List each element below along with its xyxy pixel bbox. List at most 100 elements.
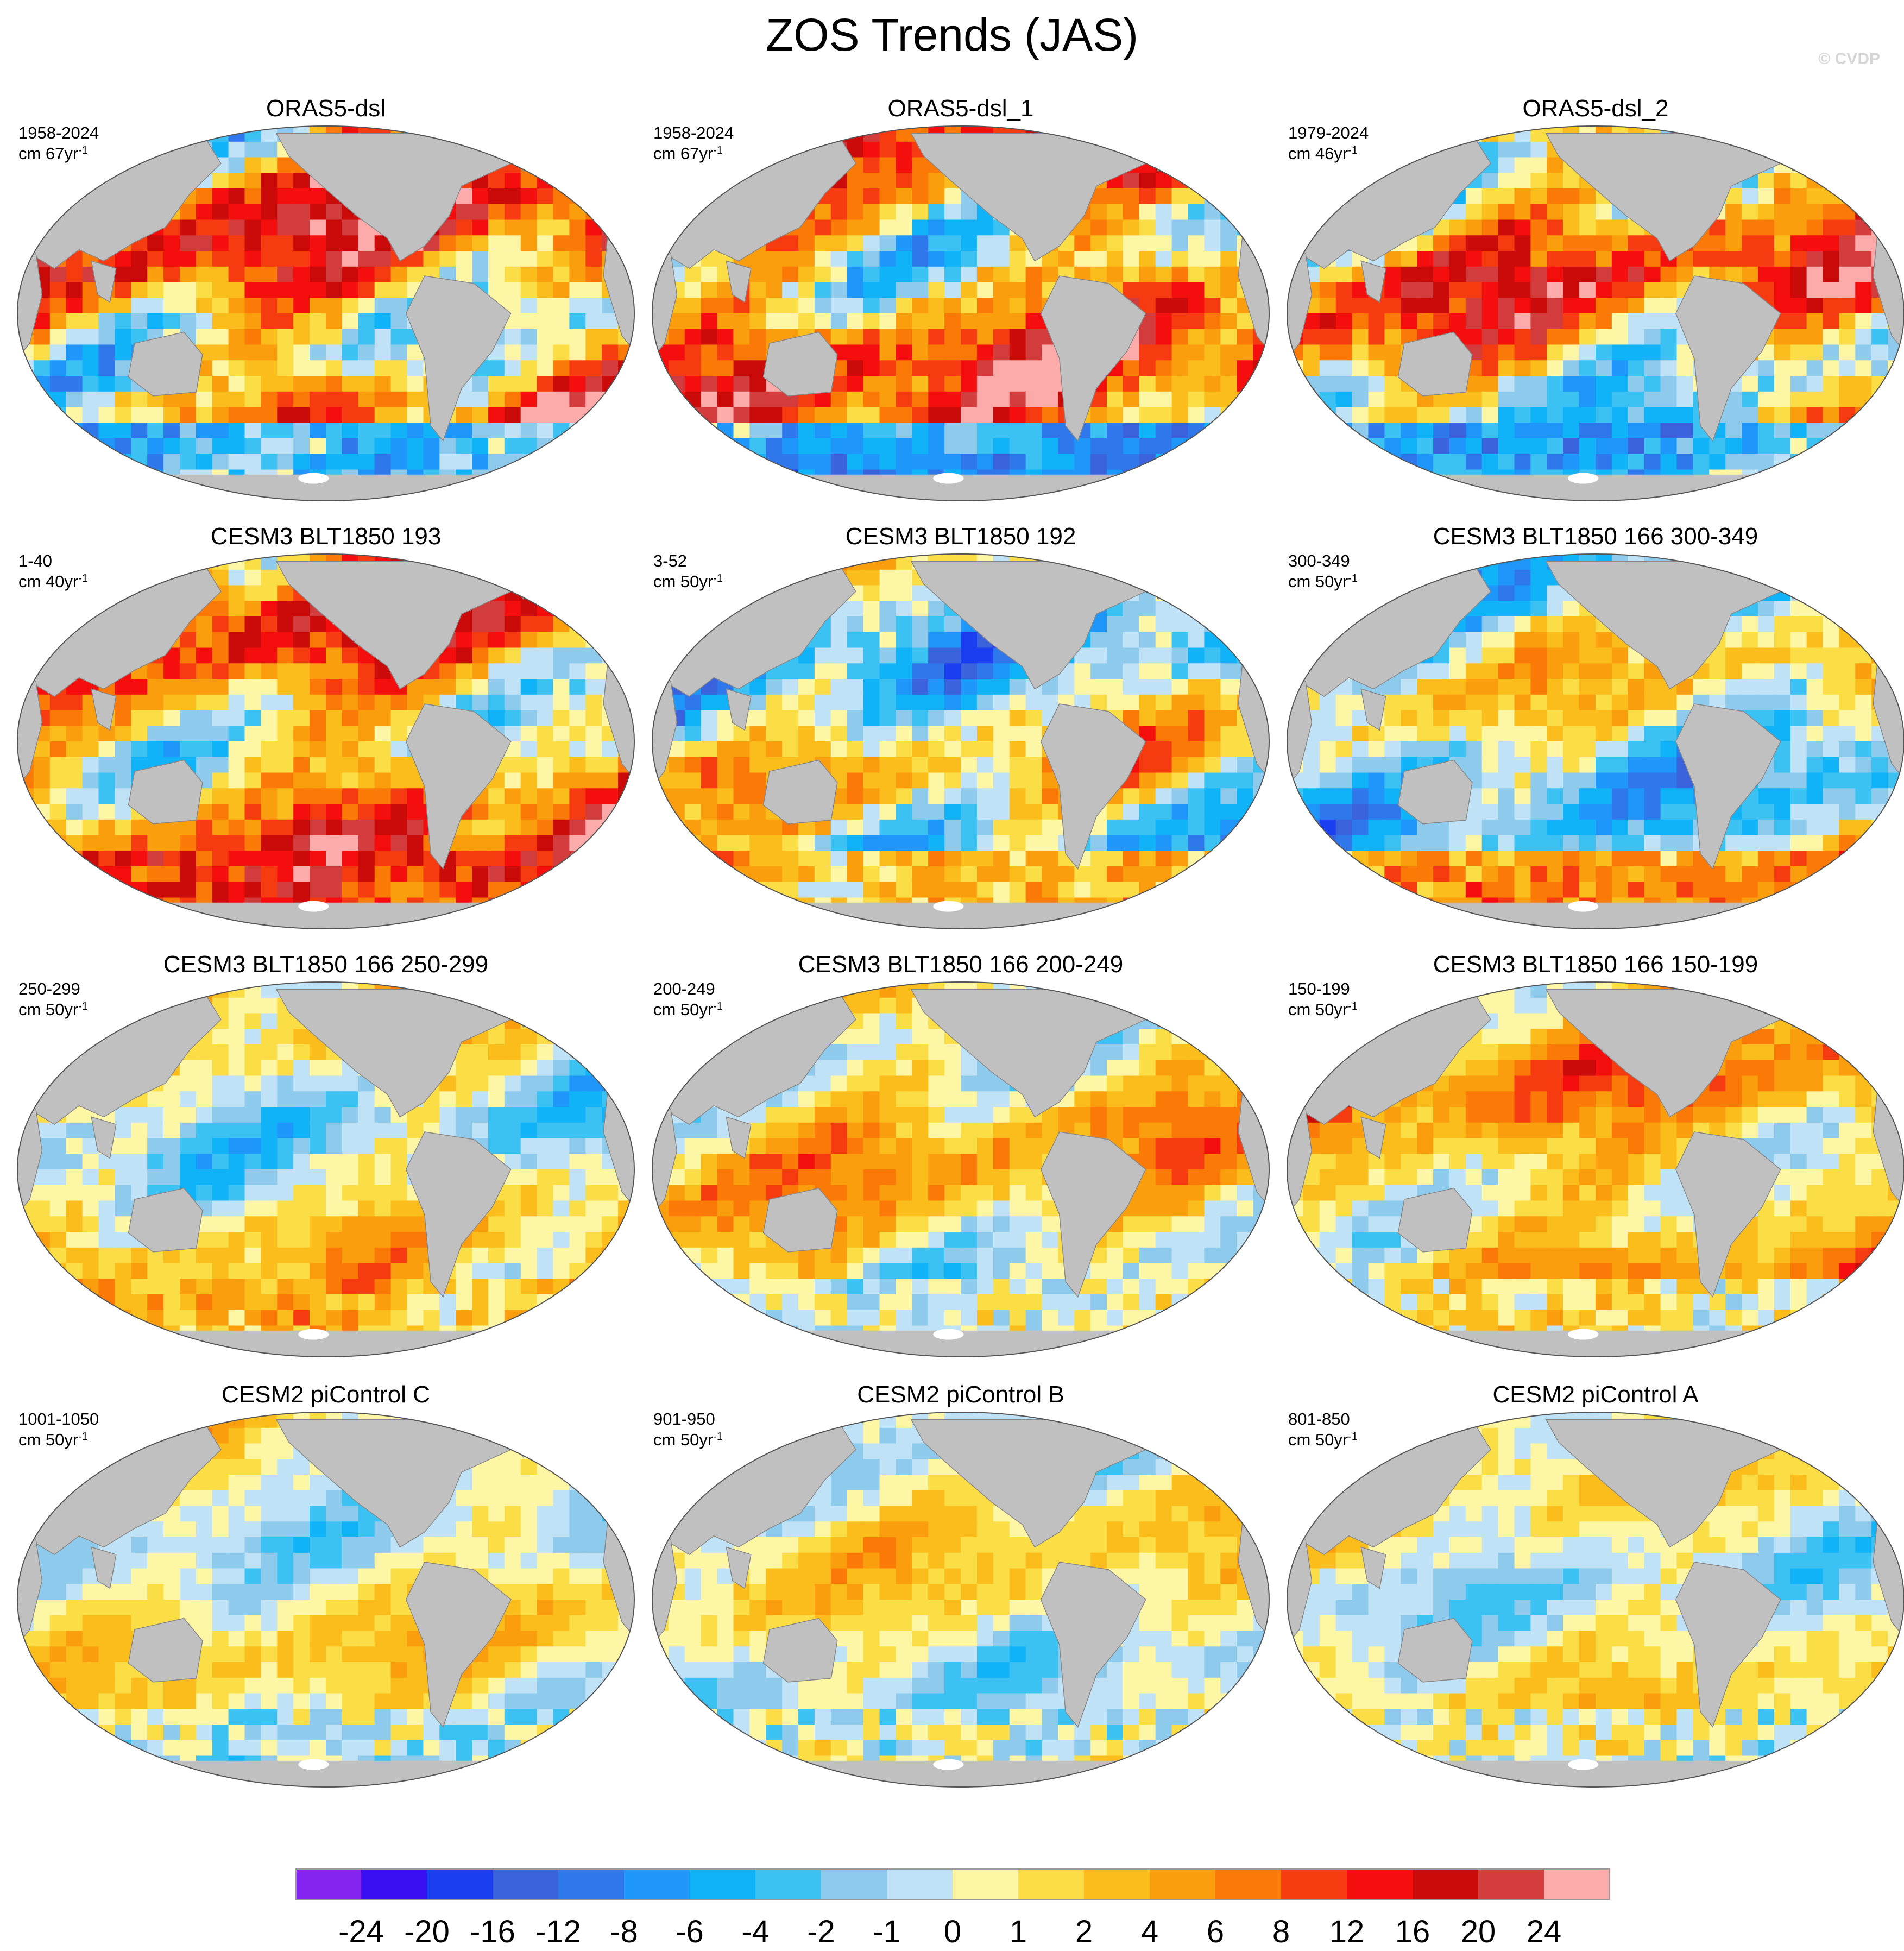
panel-title: CESM2 piControl C (9, 1380, 643, 1410)
units-exponent: -1 (713, 144, 723, 156)
world-map (1278, 521, 1904, 945)
panel-title: CESM3 BLT1850 192 (644, 521, 1278, 552)
colorbar-tick-label: 0 (915, 1913, 991, 1951)
units-text: cm 50yr (653, 572, 713, 591)
panel-title: ORAS5-dsl_2 (1278, 93, 1904, 124)
colorbar-swatch (558, 1868, 625, 1900)
units-exponent: -1 (1348, 572, 1358, 584)
units-label: cm 50yr-1 (1288, 999, 1358, 1020)
period-label: 150-199 (1288, 979, 1358, 999)
panel-title: CESM3 BLT1850 166 300-349 (1278, 521, 1904, 552)
units-exponent: -1 (713, 1000, 723, 1012)
ice-shelf (1568, 901, 1598, 912)
colorbar-tick-label: 2 (1046, 1913, 1122, 1951)
colorbar-tick-label: -20 (389, 1913, 465, 1951)
world-map (1278, 93, 1904, 517)
colorbar-tick-label: 16 (1375, 1913, 1451, 1951)
colorbar-tick-label: 24 (1506, 1913, 1582, 1951)
panel-title: CESM3 BLT1850 166 150-199 (1278, 949, 1904, 980)
units-label: cm 50yr-1 (1288, 571, 1358, 592)
cvdp-watermark: © CVDP (1818, 50, 1880, 68)
world-map (9, 949, 643, 1373)
ice-shelf (1568, 1759, 1598, 1770)
units-exponent: -1 (713, 1431, 723, 1443)
world-map (1278, 949, 1904, 1373)
colorbar-tick-label: 4 (1112, 1913, 1188, 1951)
period-label: 1001-1050 (18, 1409, 99, 1430)
colorbar-swatch (755, 1868, 822, 1900)
world-map (644, 1380, 1278, 1803)
colorbar-tick-label: -6 (652, 1913, 728, 1951)
units-exponent: -1 (713, 572, 723, 584)
colorbar-tick-label: -8 (586, 1913, 662, 1951)
units-text: cm 50yr (1288, 572, 1348, 591)
period-label: 1-40 (18, 551, 88, 571)
colorbar-swatch (953, 1868, 1019, 1900)
world-map (644, 949, 1278, 1373)
colorbar-swatch (361, 1868, 427, 1900)
world-map (9, 521, 643, 945)
panel-title: ORAS5-dsl_1 (644, 93, 1278, 124)
period-label: 1958-2024 (653, 123, 734, 143)
colorbar (295, 1868, 1610, 1901)
colorbar-swatch (887, 1868, 953, 1900)
ice-shelf (298, 1759, 329, 1770)
units-text: cm 67yr (18, 144, 78, 163)
colorbar-swatch (821, 1868, 887, 1900)
panel-title: CESM3 BLT1850 166 200-249 (644, 949, 1278, 980)
colorbar-swatch (624, 1868, 690, 1900)
period-label: 3-52 (653, 551, 723, 571)
ice-shelf (933, 473, 963, 484)
units-label: cm 67yr-1 (653, 143, 734, 164)
colorbar-tick-label: 6 (1177, 1913, 1253, 1951)
units-exponent: -1 (1348, 1000, 1358, 1012)
period-label: 901-950 (653, 1409, 723, 1430)
colorbar-swatch (427, 1868, 493, 1900)
units-exponent: -1 (1348, 144, 1358, 156)
colorbar-tick-label: -12 (520, 1913, 596, 1951)
world-map (1278, 1380, 1904, 1803)
units-text: cm 50yr (653, 1000, 713, 1019)
colorbar-swatch (295, 1868, 362, 1900)
ice-shelf (933, 1759, 963, 1770)
units-label: cm 40yr-1 (18, 571, 88, 592)
colorbar-swatch (1347, 1868, 1413, 1900)
ice-shelf (1568, 473, 1598, 484)
colorbar-swatch (1084, 1868, 1150, 1900)
colorbar-swatch (1478, 1868, 1544, 1900)
colorbar-tick-label: 8 (1243, 1913, 1319, 1951)
ice-shelf (298, 901, 329, 912)
units-exponent: -1 (78, 572, 88, 584)
units-exponent: -1 (78, 1000, 88, 1012)
world-map (644, 93, 1278, 517)
colorbar-tick-label: -16 (455, 1913, 531, 1951)
ice-shelf (1568, 1329, 1598, 1340)
period-label: 300-349 (1288, 551, 1358, 571)
colorbar-swatch (690, 1868, 756, 1900)
world-map (9, 1380, 643, 1803)
colorbar-tick-label: 1 (980, 1913, 1056, 1951)
colorbar-tick-label: -24 (323, 1913, 399, 1951)
units-exponent: -1 (78, 144, 88, 156)
panel-title: ORAS5-dsl (9, 93, 643, 124)
colorbar-swatch (1281, 1868, 1347, 1900)
colorbar-swatch (1018, 1868, 1085, 1900)
units-text: cm 50yr (653, 1430, 713, 1449)
panel-title: CESM2 piControl B (644, 1380, 1278, 1410)
